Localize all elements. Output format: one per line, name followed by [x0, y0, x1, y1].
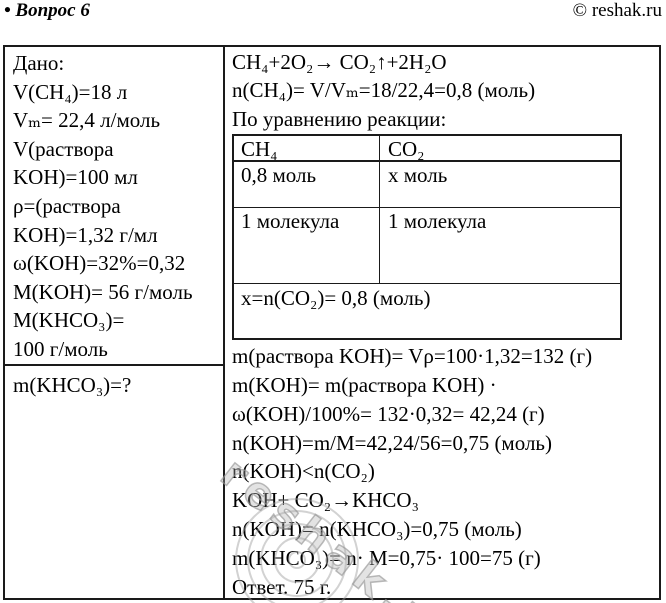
given-line: M(KHCO₃)=	[13, 308, 125, 333]
given-line: KOH)=100 мл	[13, 165, 138, 190]
find-line: m(KHCO₃)=?	[13, 373, 132, 397]
ratio-table-header-row: CH₄ CO₂	[234, 136, 620, 163]
ratio-header-co2: CO₂	[388, 137, 425, 162]
given-line: KOH)=1,32 г/мл	[13, 222, 158, 247]
given-line: 100 г/моль	[13, 336, 108, 361]
solution-equations-top: CH₄+2O₂→ CO₂↑+2H₂O n(CH₄)= V/Vₘ=18/22,4=…	[232, 48, 655, 133]
solution-line: KOH+ CO₂→KHCO₃	[232, 488, 419, 513]
copyright-label: © reshak.ru	[572, 0, 662, 21]
solution-equations-bottom: m(раствора KOH)= Vρ=100·1,32=132 (г) m(K…	[232, 342, 655, 598]
solution-column: CH₄+2O₂→ CO₂↑+2H₂O n(CH₄)= V/Vₘ=18/22,4=…	[225, 47, 659, 598]
given-line: M(KOH)= 56 г/моль	[13, 279, 193, 304]
ratio-cell: 1 молекула	[388, 209, 487, 234]
given-column: Дано: V(CH₄)=18 л Vₘ= 22,4 л/моль V(раст…	[5, 47, 225, 598]
given-line: Vₘ= 22,4 л/моль	[13, 108, 161, 133]
given-line: ω(KOH)=32%=0,32	[13, 251, 186, 276]
solution-line: n(KOH)<n(CO₂)	[232, 459, 375, 484]
given-line: ρ=(раствора	[13, 193, 121, 218]
solution-line: CH₄+2O₂→ CO₂↑+2H₂O	[232, 50, 447, 74]
ratio-header-ch4: CH₄	[234, 136, 380, 161]
ratio-table-row-molecules: 1 молекула 1 молекула	[234, 208, 620, 285]
solution-line: n(KOH)=m/M=42,24/56=0,75 (моль)	[232, 430, 552, 455]
ratio-table: CH₄ CO₂ 0,8 моль x моль 1 мо	[232, 134, 622, 341]
ratio-table-result-row: x=n(CO₂)= 0,8 (моль)	[241, 286, 431, 311]
page-title: • Вопрос 6	[4, 0, 90, 21]
ratio-cell: 1 молекула	[234, 208, 380, 284]
given-line: V(раствора	[13, 136, 114, 161]
ratio-cell: x моль	[388, 163, 448, 188]
given-line: Дано:	[13, 51, 65, 75]
ratio-cell: 0,8 моль	[234, 162, 380, 208]
solution-line: По уравнению реакции:	[232, 106, 447, 131]
solution-table: Дано: V(CH₄)=18 л Vₘ= 22,4 л/моль V(раст…	[3, 45, 661, 600]
solution-line: m(KHCO₃)= n· M=0,75· 100=75 (г)	[232, 545, 541, 570]
solution-line: m(KOH)= m(раствора KOH) ·	[232, 373, 497, 398]
answer-line: Ответ. 75 г.	[232, 574, 332, 598]
solution-line: n(CH₄)= V/Vₘ=18/22,4=0,8 (моль)	[232, 78, 536, 103]
solution-line: ω(KOH)/100%= 132·0,32= 42,24 (г)	[232, 401, 545, 426]
given-cell: Дано: V(CH₄)=18 л Vₘ= 22,4 л/моль V(раст…	[5, 47, 223, 366]
find-cell: m(KHCO₃)=?	[5, 366, 223, 598]
solution-line: m(раствора KOH)= Vρ=100·1,32=132 (г)	[232, 344, 593, 369]
ratio-table-row-moles: 0,8 моль x моль	[234, 162, 620, 209]
given-line: V(CH₄)=18 л	[13, 79, 128, 104]
solution-line: n(KOH)= n(KHCO₃)=0,75 (моль)	[232, 517, 522, 541]
